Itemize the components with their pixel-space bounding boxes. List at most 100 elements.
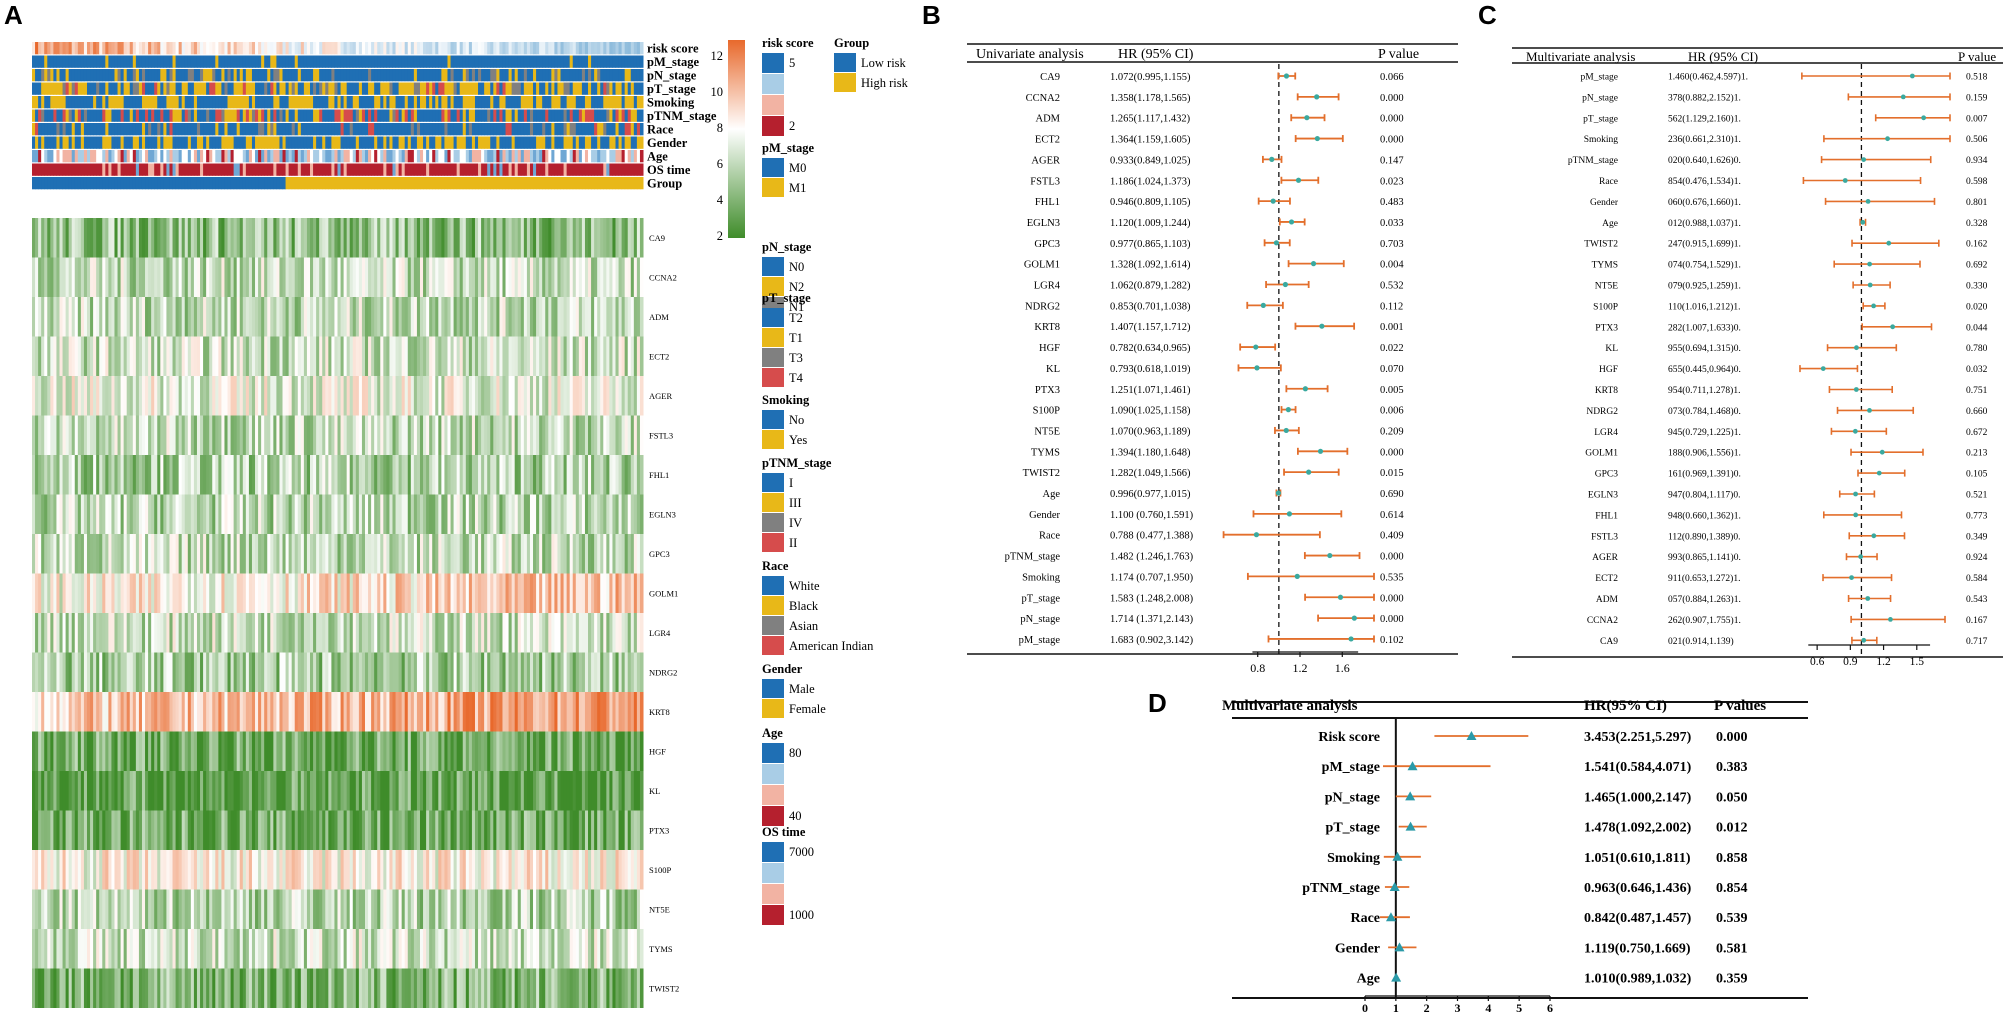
heatmap-cell <box>499 652 503 692</box>
annotation-cell <box>609 55 613 68</box>
annotation-cell <box>624 69 629 82</box>
heatmap-cell <box>523 573 528 613</box>
annotation-cell <box>615 55 620 68</box>
annotation-cell <box>291 42 296 55</box>
heatmap-cell <box>413 534 418 574</box>
heatmap-cell <box>239 573 244 613</box>
annotation-cell <box>349 136 354 149</box>
annotation-cell <box>465 55 470 68</box>
annotation-cell <box>255 123 259 136</box>
annotation-cell <box>209 82 213 95</box>
heatmap-cell <box>450 652 455 692</box>
annotation-cell <box>331 69 335 82</box>
heatmap-cell <box>187 692 192 732</box>
heatmap-cell <box>426 455 430 495</box>
annotation-cell <box>187 163 192 176</box>
heatmap-cell <box>145 297 149 337</box>
heatmap-cell <box>59 731 64 771</box>
heatmap-cell <box>123 731 128 771</box>
heatmap-cell <box>90 336 94 376</box>
heatmap-cell <box>484 336 488 376</box>
annotation-cell <box>639 69 644 82</box>
heatmap-cell <box>251 731 256 771</box>
annotation-cell <box>71 177 76 190</box>
annotation-cell <box>358 109 363 122</box>
annotation-cell <box>209 123 213 136</box>
heatmap-cell <box>32 336 36 376</box>
annotation-cell <box>398 42 403 55</box>
annotation-cell <box>404 96 409 109</box>
heatmap-cell <box>310 534 314 574</box>
heatmap-cell <box>279 415 284 455</box>
heatmap-cell <box>148 692 152 732</box>
annotation-cell <box>193 123 198 136</box>
heatmap-cell <box>502 218 507 258</box>
heatmap-cell <box>270 613 274 653</box>
heatmap-cell <box>53 336 57 376</box>
annotation-cell <box>383 82 387 95</box>
heatmap-cell <box>636 415 641 455</box>
heatmap-cell <box>395 494 400 534</box>
annotation-cell <box>245 163 250 176</box>
heatmap-cell <box>108 652 112 692</box>
annotation-cell <box>578 150 583 163</box>
heatmap-cell <box>126 297 131 337</box>
annotation-cell <box>591 96 595 109</box>
heatmap-cell <box>135 336 140 376</box>
heatmap-cell <box>80 573 85 613</box>
annotation-cell <box>423 150 427 163</box>
heatmap-cell <box>438 534 442 574</box>
annotation-cell <box>71 55 76 68</box>
heatmap-cell <box>371 573 375 613</box>
heatmap-cell <box>459 652 464 692</box>
heatmap-cell <box>334 455 338 495</box>
heatmap-cell <box>203 731 207 771</box>
heatmap-cell <box>56 494 60 534</box>
heatmap-cell <box>206 692 210 732</box>
heatmap-cell <box>276 731 280 771</box>
annotation-cell <box>557 42 562 55</box>
heatmap-cell <box>163 297 167 337</box>
annotation-cell <box>419 177 424 190</box>
annotation-cell <box>612 109 617 122</box>
heatmap-cell <box>282 455 287 495</box>
heatmap-cell <box>132 692 137 732</box>
heatmap-cell <box>377 297 381 337</box>
annotation-cell <box>380 163 384 176</box>
annotation-cell <box>511 82 516 95</box>
annotation-cell <box>190 69 195 82</box>
heatmap-cell <box>511 652 516 692</box>
heatmap-cell <box>206 336 210 376</box>
heatmap-cell <box>285 573 290 613</box>
heatmap-cell <box>572 336 577 376</box>
heatmap-cell <box>77 376 82 416</box>
heatmap-cell <box>331 494 335 534</box>
heatmap-cell <box>633 573 638 613</box>
heatmap-cell <box>456 257 461 297</box>
annotation-cell <box>86 42 91 55</box>
heatmap-cell <box>32 494 36 534</box>
annotation-cell <box>93 55 97 68</box>
annotation-cell <box>569 96 574 109</box>
heatmap-cell <box>426 257 430 297</box>
annotation-cell <box>38 82 42 95</box>
annotation-cell <box>111 69 115 82</box>
heatmap-cell <box>404 376 409 416</box>
heatmap-cell <box>398 455 403 495</box>
annotation-cell <box>129 69 134 82</box>
annotation-cell <box>609 163 613 176</box>
annotation-cell <box>291 55 296 68</box>
heatmap-cell <box>386 692 390 732</box>
heatmap-cell <box>471 573 476 613</box>
heatmap-cell <box>62 652 67 692</box>
heatmap-cell <box>334 218 338 258</box>
annotation-cell <box>224 96 229 109</box>
heatmap-cell <box>291 494 296 534</box>
annotation-cell <box>313 109 317 122</box>
annotation-cell <box>126 42 131 55</box>
annotation-cell <box>374 96 378 109</box>
heatmap-cell <box>221 731 225 771</box>
heatmap-cell <box>86 613 91 653</box>
heatmap-cell <box>255 218 259 258</box>
annotation-cell <box>346 55 351 68</box>
